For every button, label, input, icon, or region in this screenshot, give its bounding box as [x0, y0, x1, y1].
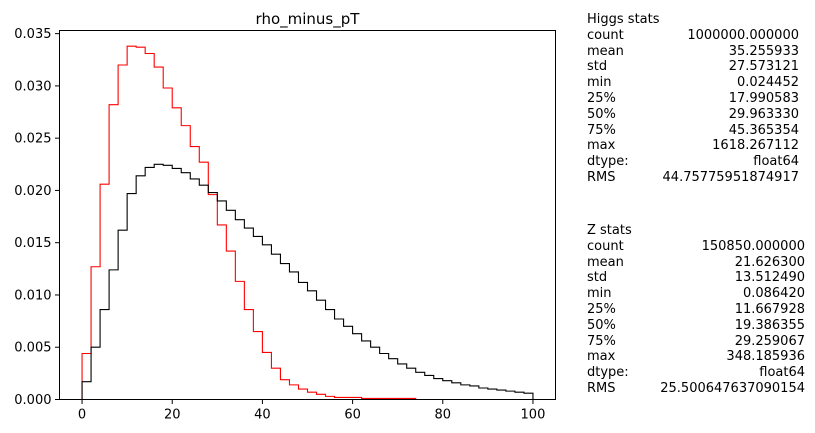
stats-value: 35.255933	[728, 43, 799, 59]
stats-label: mean	[587, 254, 624, 270]
histogram-chart: rho_minus_pT 0 20 40 60 80 100 0.000 0.005 0.010…	[14, 10, 556, 423]
stats-row: 50% 29.963330	[587, 107, 799, 123]
stats-row: 25% 17.990583	[587, 91, 799, 107]
stats-row: 75% 29.259067	[587, 334, 805, 350]
stats-value: 29.963330	[728, 106, 799, 122]
stats-label: RMS	[587, 169, 616, 185]
x-tick-label: 0	[78, 408, 86, 423]
x-tick-label: 20	[164, 408, 181, 423]
stats-row: dtype: float64	[587, 154, 799, 170]
ticks-layer: 0 20 40 60 80 100 0.000 0.005 0.010 0.015 0.020 0.0…	[14, 27, 545, 422]
stats-heading: Higgs stats	[587, 12, 660, 27]
stats-row: max 348.185936	[587, 349, 805, 365]
stats-value: 11.667928	[734, 301, 805, 317]
stats-row: dtype: float64	[587, 365, 805, 381]
higgs-stats-panel: Higgs stats count 1000000.000000 mean 35.255…	[587, 12, 799, 186]
stats-value: 1618.267112	[712, 138, 799, 154]
stats-value: 1000000.000000	[687, 27, 799, 43]
stats-value: 17.990583	[728, 90, 799, 106]
stats-row: min 0.086420	[587, 286, 805, 302]
stats-label: dtype:	[587, 154, 629, 170]
stats-value: 27.573121	[728, 59, 799, 75]
stats-label: dtype:	[587, 365, 629, 381]
stats-label: count	[587, 238, 624, 254]
stats-value: 21.626300	[734, 254, 805, 270]
z-stats-panel: Z stats count 150850.000000 mean 21.626300 st…	[587, 223, 805, 397]
stats-label: min	[587, 286, 612, 302]
stats-value: 150850.000000	[701, 238, 805, 254]
stats-row: mean 21.626300	[587, 255, 805, 271]
stats-row: RMS 25.500647637090154	[587, 381, 805, 397]
stats-row: min 0.024452	[587, 75, 799, 91]
stats-label: 75%	[587, 122, 616, 138]
stats-value: 25.500647637090154	[660, 380, 805, 396]
stats-value: 29.259067	[734, 333, 805, 349]
stats-row: count 1000000.000000	[587, 28, 799, 44]
x-tick-label: 80	[434, 408, 451, 423]
histogram-series-1	[81, 163, 534, 400]
stats-value: 0.024452	[736, 75, 799, 91]
stats-row: 75% 45.365354	[587, 123, 799, 139]
y-tick-label: 0.025	[14, 132, 51, 147]
stats-value: 13.512490	[734, 270, 805, 286]
stats-label: std	[587, 270, 608, 286]
y-tick-label: 0.035	[14, 27, 51, 42]
y-tick-label: 0.005	[14, 341, 51, 356]
stats-row: max 1618.267112	[587, 138, 799, 154]
stats-label: 25%	[587, 90, 616, 106]
y-tick-label: 0.010	[14, 288, 51, 303]
stats-value: 44.75775951874917	[662, 169, 799, 185]
series-layer	[81, 45, 534, 401]
stats-label: mean	[587, 43, 624, 59]
stats-row: std 13.512490	[587, 270, 805, 286]
stats-row: 50% 19.386355	[587, 318, 805, 334]
stats-label: 50%	[587, 317, 616, 333]
chart-title: rho_minus_pT	[256, 10, 361, 29]
y-tick-label: 0.020	[14, 184, 51, 199]
stats-row: mean 35.255933	[587, 44, 799, 60]
stats-value: 45.365354	[728, 122, 799, 138]
stats-label: 25%	[587, 301, 616, 317]
stats-row: RMS 44.75775951874917	[587, 170, 799, 186]
y-tick-label: 0.000	[14, 393, 51, 408]
stats-value: float64	[759, 365, 805, 381]
stats-value: 19.386355	[734, 317, 805, 333]
stats-label: 75%	[587, 333, 616, 349]
stats-row: std 27.573121	[587, 59, 799, 75]
stats-value: 0.086420	[742, 286, 805, 302]
stats-value: 348.185936	[726, 349, 805, 365]
stats-label: max	[587, 349, 616, 365]
stats-row: 25% 11.667928	[587, 302, 805, 318]
stats-value: float64	[753, 154, 799, 170]
x-tick-label: 100	[521, 408, 546, 423]
stats-heading: Z stats	[587, 223, 632, 238]
plot-area-frame	[59, 30, 556, 400]
stats-label: 50%	[587, 106, 616, 122]
x-tick-label: 60	[344, 408, 361, 423]
y-tick-label: 0.015	[14, 236, 51, 251]
stats-row: count 150850.000000	[587, 239, 805, 255]
stats-label: count	[587, 27, 624, 43]
histogram-series-0	[81, 45, 533, 401]
stats-label: max	[587, 138, 616, 154]
stats-label: std	[587, 59, 608, 75]
stats-label: min	[587, 75, 612, 91]
stats-label: RMS	[587, 380, 616, 396]
y-tick-label: 0.030	[14, 79, 51, 94]
x-tick-label: 40	[254, 408, 271, 423]
